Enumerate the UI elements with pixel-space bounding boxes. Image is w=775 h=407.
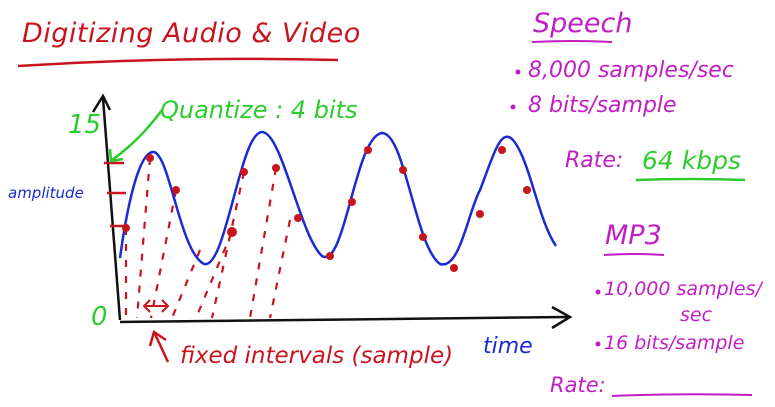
interval-arrow	[153, 333, 170, 363]
speech-heading-underline	[531, 40, 613, 43]
title-underline	[17, 57, 339, 68]
y-axis-label: amplitude	[8, 184, 84, 202]
mp3-heading: MP3	[605, 220, 662, 251]
y-min-label: 0	[91, 302, 108, 332]
speech-samples-bullet: 8,000 samples/sec	[528, 58, 734, 83]
y-axis	[101, 97, 122, 321]
bullet-dot	[595, 289, 601, 295]
signal-waveform	[118, 130, 558, 266]
bullet-dot	[595, 341, 601, 347]
y-axis-arrowhead	[91, 93, 112, 113]
x-axis-arrowhead	[551, 305, 573, 330]
mp3-rate-blank	[611, 393, 753, 397]
interval-marker	[142, 299, 170, 313]
x-axis	[119, 315, 569, 324]
mp3-rate-label: Rate:	[550, 373, 606, 397]
speech-bits-bullet: 8 bits/sample	[528, 93, 677, 118]
quantize-note: Quantize : 4 bits	[160, 96, 358, 124]
speech-rate-label: Rate:	[565, 148, 624, 173]
page-title: Digitizing Audio & Video	[22, 18, 361, 49]
bullet-dot	[510, 104, 516, 110]
speech-heading: Speech	[533, 8, 633, 39]
speech-rate-value: 64 kbps	[642, 146, 741, 175]
rate-value-underline	[635, 177, 746, 182]
sample-points	[122, 146, 531, 272]
mp3-heading-underline	[603, 253, 665, 256]
quantize-arrowhead	[108, 148, 124, 163]
mp3-samples-bullet: 10,000 samples/	[604, 278, 762, 300]
quantize-arrow	[111, 109, 164, 162]
sample-lines	[124, 157, 292, 319]
mp3-samples-bullet-cont: sec	[680, 304, 713, 326]
bullet-dot	[515, 69, 521, 75]
interval-note: fixed intervals (sample)	[180, 343, 454, 369]
interval-arrowhead	[148, 330, 167, 347]
x-axis-label: time	[483, 334, 533, 359]
mp3-bits-bullet: 16 bits/sample	[604, 332, 745, 354]
y-max-label: 15	[68, 110, 102, 140]
